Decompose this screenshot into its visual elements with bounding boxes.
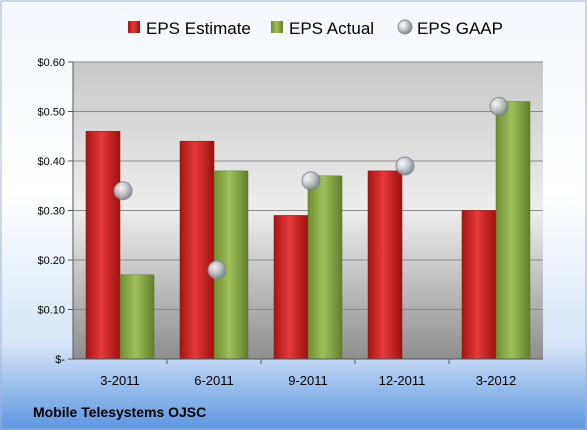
legend-label-gaap: EPS GAAP (417, 19, 503, 38)
gaap-points (113, 97, 509, 280)
gaap-point (113, 181, 133, 201)
legend: EPS Estimate EPS Actual EPS GAAP (128, 19, 503, 38)
legend-label-actual: EPS Actual (289, 19, 374, 38)
x-axis-ticks: 3-2011 6-2011 9-2011 12-2011 3-2012 (100, 359, 516, 388)
bar-estimate (85, 131, 121, 360)
y-axis-ticks: $- $0.10 $0.20 $0.30 $0.40 $0.50 $0.60 (37, 57, 543, 366)
legend-swatch-estimate (128, 21, 140, 33)
legend-swatch-actual (271, 21, 283, 33)
y-tick-label: $0.30 (37, 206, 65, 218)
bar-actual (119, 274, 155, 360)
y-tick-label: $0.20 (37, 255, 65, 267)
x-tick-label: 6-2011 (194, 373, 234, 388)
company-name: Mobile Telesystems OJSC (33, 404, 206, 420)
bar-actual (307, 175, 343, 360)
legend-swatch-gaap (397, 19, 413, 35)
bar-estimate (461, 210, 497, 360)
bar-estimate (367, 170, 403, 360)
gaap-point (489, 97, 509, 117)
gaap-point (207, 260, 227, 280)
gaap-point (395, 156, 415, 176)
x-tick-label: 3-2012 (476, 373, 516, 388)
bar-estimate (179, 140, 215, 360)
x-tick-label: 3-2011 (100, 373, 140, 388)
bar-estimate (273, 215, 309, 360)
x-tick-label: 12-2011 (379, 373, 426, 388)
y-tick-label: $0.50 (37, 107, 65, 119)
y-tick-label: $- (55, 354, 65, 366)
y-tick-label: $0.40 (37, 156, 65, 168)
y-tick-label: $0.60 (37, 57, 65, 69)
legend-label-estimate: EPS Estimate (146, 19, 251, 38)
x-tick-label: 9-2011 (288, 373, 328, 388)
gaap-point (301, 171, 321, 191)
bar-actual (495, 101, 531, 360)
y-tick-label: $0.10 (37, 305, 65, 317)
bars (85, 101, 531, 360)
